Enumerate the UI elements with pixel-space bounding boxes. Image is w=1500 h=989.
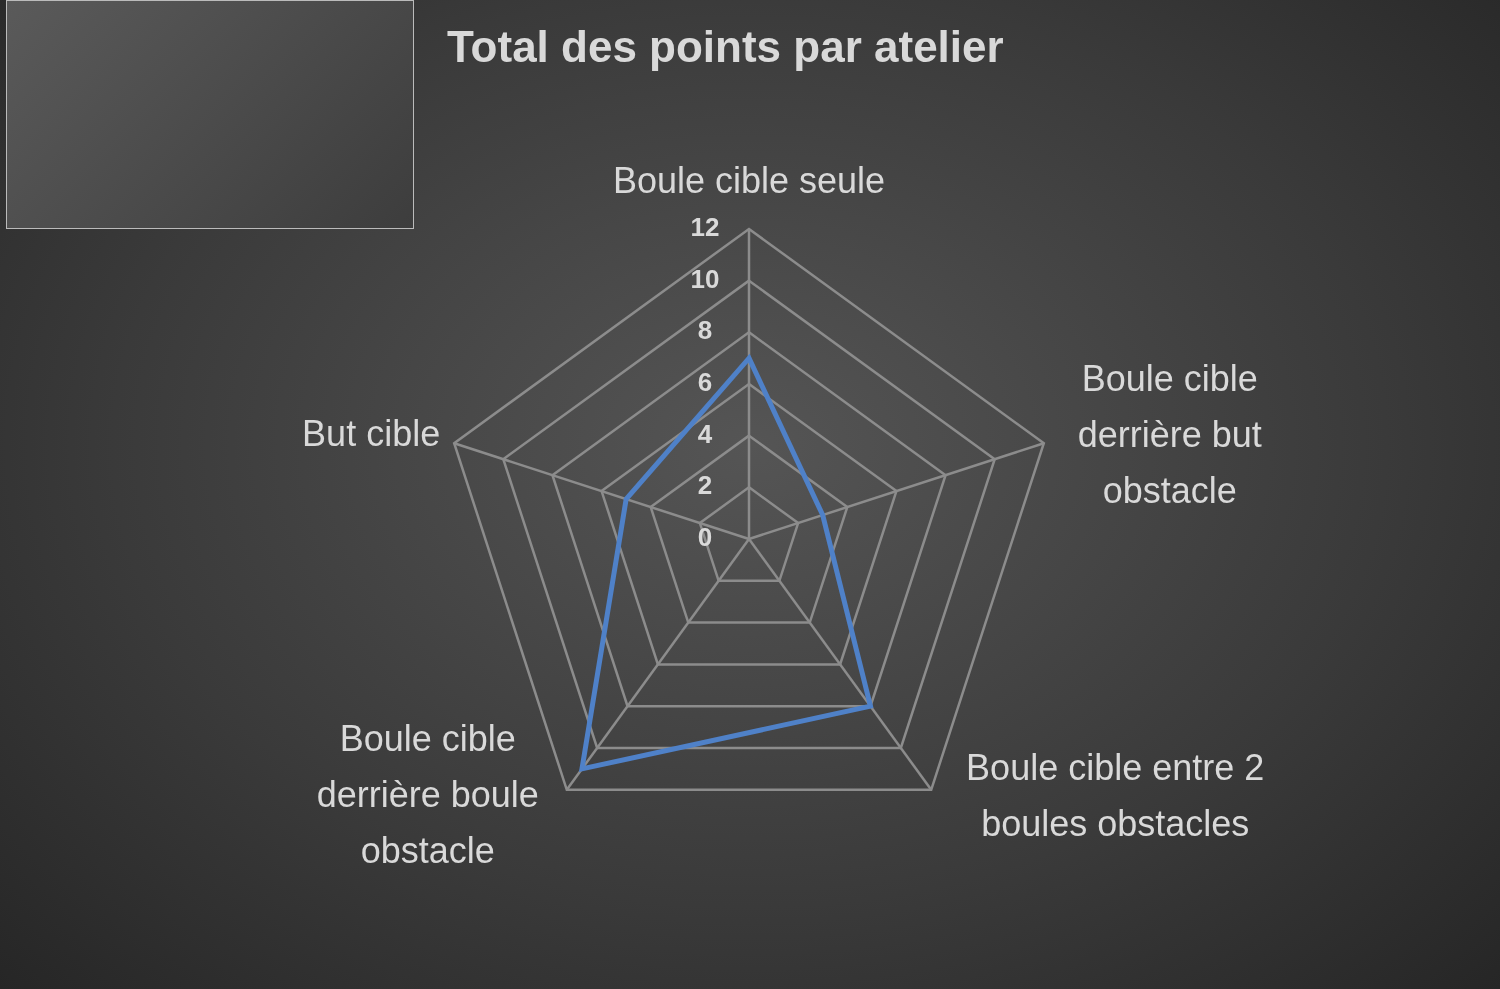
svg-text:Boule ciblederrière butobstacl: Boule ciblederrière butobstacle xyxy=(1078,358,1262,511)
svg-text:8: 8 xyxy=(698,315,712,345)
svg-text:10: 10 xyxy=(691,264,720,294)
svg-text:4: 4 xyxy=(698,419,713,449)
svg-text:Boule cible seule: Boule cible seule xyxy=(613,160,885,201)
svg-text:0: 0 xyxy=(698,522,712,552)
svg-text:12: 12 xyxy=(691,212,720,242)
html-text:Total des points par atelier: Total des points par atelier xyxy=(447,22,1004,71)
svg-text:6: 6 xyxy=(698,367,712,397)
svg-text:2: 2 xyxy=(698,470,712,500)
svg-text:Boule cible entre 2boules obst: Boule cible entre 2boules obstacles xyxy=(966,746,1264,843)
svg-text:But cible: But cible xyxy=(302,413,440,454)
svg-text:Boule ciblederrière bouleobsta: Boule ciblederrière bouleobstacle xyxy=(317,717,539,870)
